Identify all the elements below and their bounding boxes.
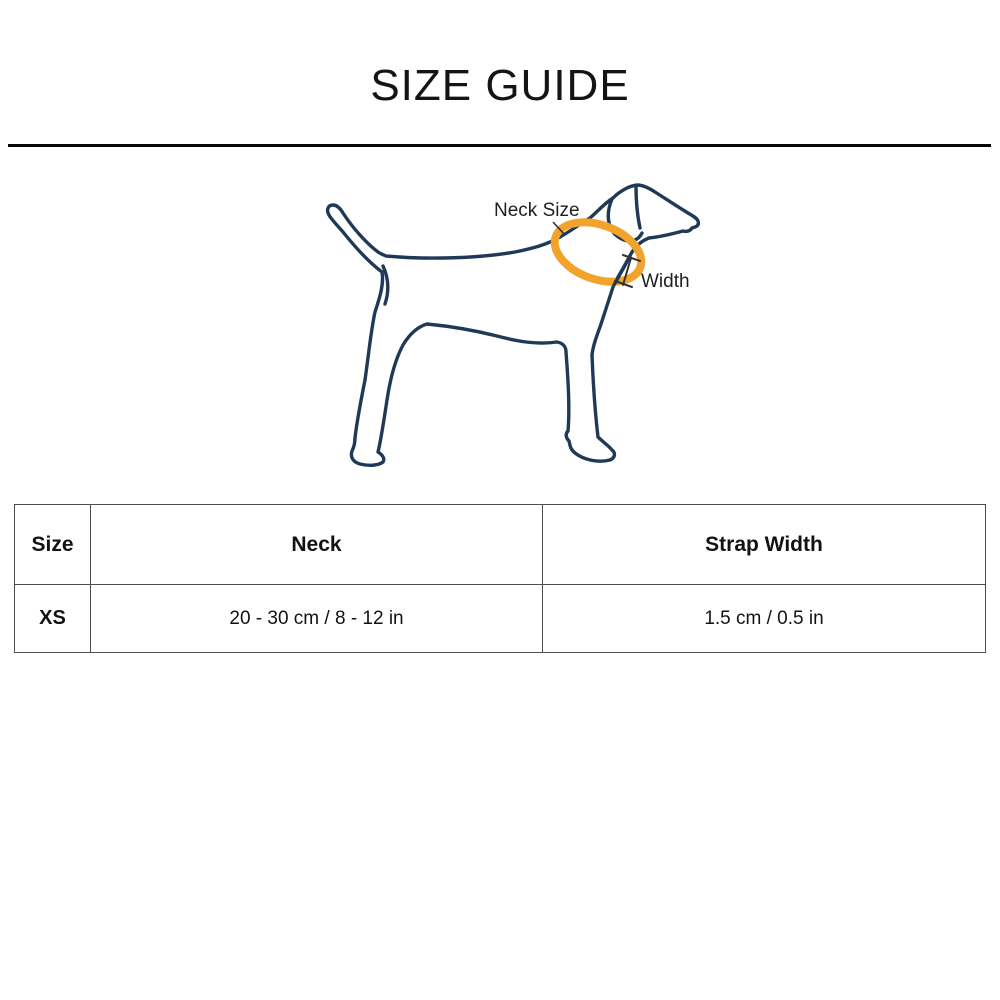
width-label: Width [641, 271, 690, 292]
collar-icon [550, 218, 646, 286]
header-size: Size [14, 504, 91, 585]
table-row: XS 20 - 30 cm / 8 - 12 in 1.5 cm / 0.5 i… [14, 584, 986, 653]
cell-size-xs: XS [14, 584, 91, 653]
table-header-row: Size Neck Strap Width [14, 504, 986, 585]
horizontal-divider [8, 144, 991, 147]
header-neck: Neck [90, 504, 543, 585]
header-strap-width: Strap Width [542, 504, 986, 585]
throat-line [612, 254, 632, 287]
width-measure-icon [614, 254, 641, 288]
dog-outline-icon [325, 183, 701, 468]
neck-size-pointer-line [552, 221, 566, 236]
page-title: SIZE GUIDE [370, 61, 630, 110]
dog-collar-diagram [325, 183, 701, 468]
cell-neck-range: 20 - 30 cm / 8 - 12 in [90, 584, 543, 653]
neck-size-label: Neck Size [494, 200, 580, 221]
size-guide-table: Size Neck Strap Width XS 20 - 30 cm / 8 … [14, 504, 986, 653]
cell-strap-width: 1.5 cm / 0.5 in [542, 584, 986, 653]
